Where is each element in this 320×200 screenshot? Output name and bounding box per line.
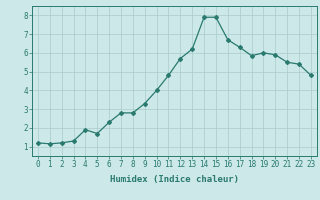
X-axis label: Humidex (Indice chaleur): Humidex (Indice chaleur) [110, 175, 239, 184]
